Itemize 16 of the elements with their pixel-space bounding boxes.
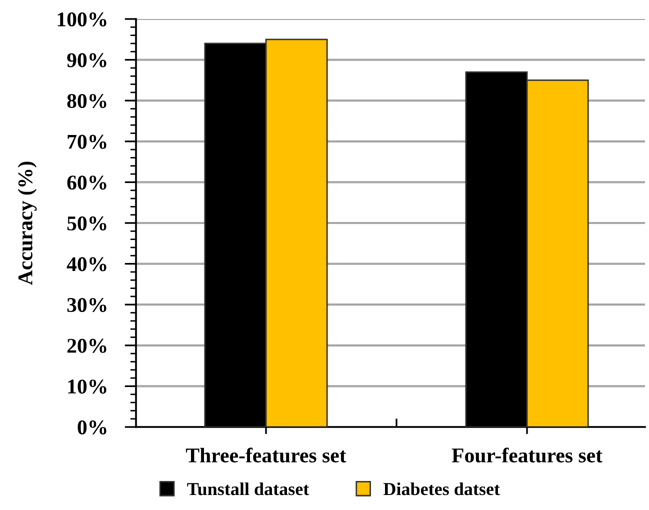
y-tick-label: 80% [67,94,106,108]
legend-label: Tunstall dataset [187,482,310,496]
y-tick-label: 70% [68,134,106,149]
y-axis-title: Accuracy (%) [18,162,37,285]
legend-label: Diabetes datset [383,482,500,496]
y-tick-label: 0% [78,420,106,434]
y-tick-label: 100% [58,12,106,26]
y-tick-label: 20% [67,338,106,353]
x-tick-label: Three-features set [186,448,346,463]
y-tick-label: 30% [67,298,106,312]
y-tick-label: 50% [67,216,106,230]
y-tick-label: 40% [66,257,106,272]
y-tick-label: 60% [67,176,106,190]
y-tick-label: 10% [68,380,106,394]
x-tick-label: Four-features set [452,448,602,463]
y-tick-label: 90% [67,53,106,68]
